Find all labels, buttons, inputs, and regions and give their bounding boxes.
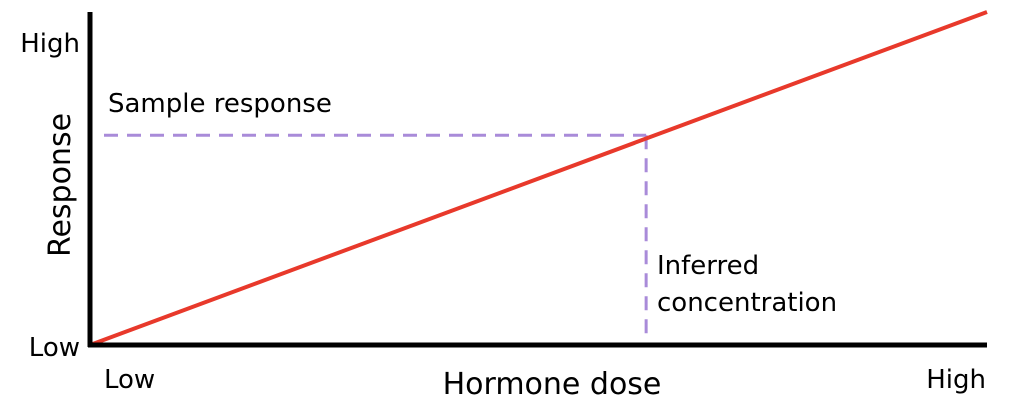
y-axis-title: Response: [43, 113, 78, 257]
series-line: [89, 10, 988, 347]
inferred-concentration-annotation-line2: concentration: [657, 288, 837, 318]
x-tick-label-low: Low: [104, 365, 155, 395]
x-tick-label-high: High: [926, 365, 986, 395]
y-tick-label-low: Low: [29, 333, 80, 363]
x-axis-title: Hormone dose: [443, 367, 662, 402]
sample-response-annotation: Sample response: [108, 89, 332, 119]
y-tick-label-high: High: [20, 29, 80, 59]
inferred-concentration-annotation-line1: Inferred: [657, 251, 759, 281]
